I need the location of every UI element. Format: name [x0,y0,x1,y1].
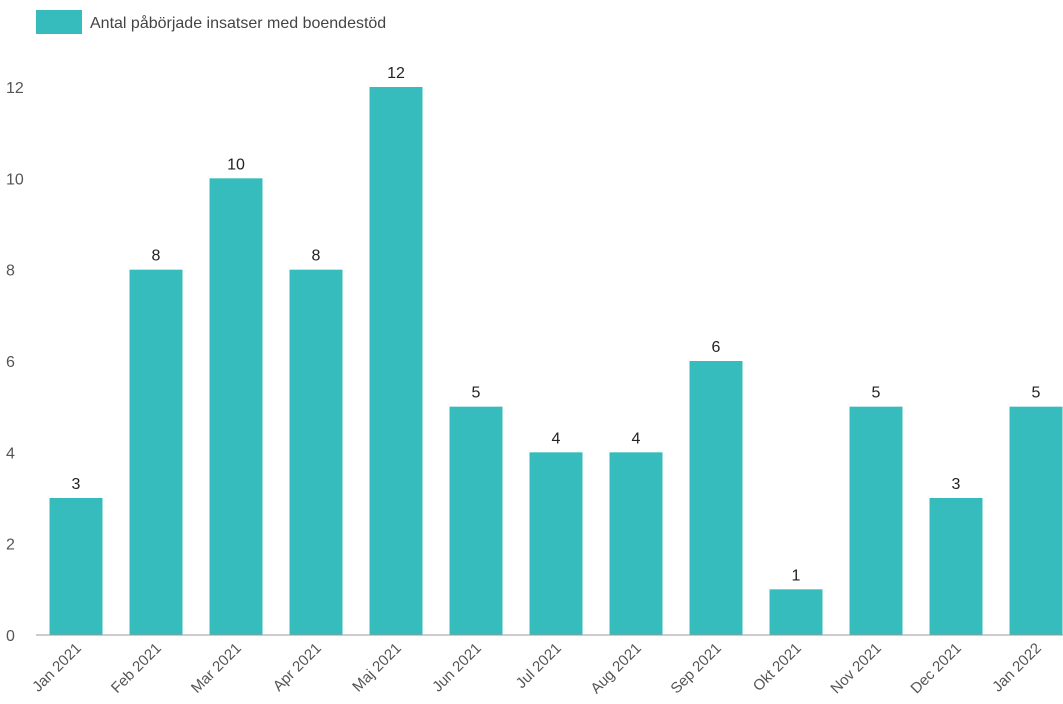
data-label: 8 [312,248,321,265]
data-label: 5 [1032,385,1041,402]
data-label: 5 [872,385,881,402]
x-tick-label: Jun 2021 [429,640,485,696]
data-label: 1 [792,567,801,584]
bar [529,452,583,635]
x-tick-label: Feb 2021 [108,640,165,697]
x-axis: Jan 2021 Feb 2021 Mar 2021 Apr 2021 Maj 2021… [29,640,1045,697]
bar [849,406,903,635]
x-tick-label: Jan 2022 [989,640,1045,696]
x-tick-label: Aug 2021 [587,640,644,697]
y-tick-label: 12 [6,80,24,97]
data-label: 6 [712,339,721,356]
bars [49,87,1063,636]
data-label: 10 [227,156,245,173]
x-tick-label: Nov 2021 [827,640,884,697]
bar [1009,406,1063,635]
bar [929,498,983,635]
y-tick-label: 4 [6,445,15,462]
y-axis: 0 2 4 6 8 10 12 [6,80,24,645]
data-label: 12 [387,65,405,82]
bar [689,361,743,635]
data-label: 8 [152,248,161,265]
x-tick-label: Jan 2021 [29,640,85,696]
legend-label: Antal påbörjade insatser med boendestöd [90,14,386,32]
bar [449,406,503,635]
y-tick-label: 6 [6,354,15,371]
bar [129,269,183,635]
x-tick-label: Okt 2021 [750,640,805,695]
legend: Antal påbörjade insatser med boendestöd [36,10,386,34]
data-labels: 3 8 10 8 12 5 4 4 6 1 5 3 5 [72,65,1041,584]
data-label: 4 [632,430,641,447]
y-tick-label: 8 [6,263,15,280]
bar [609,452,663,635]
bar [369,87,423,635]
data-label: 4 [552,430,561,447]
x-tick-label: Mar 2021 [188,640,245,697]
x-tick-label: Jul 2021 [513,640,565,692]
y-tick-label: 0 [6,628,15,645]
x-tick-label: Dec 2021 [907,640,964,697]
x-tick-label: Maj 2021 [349,640,405,696]
data-label: 3 [952,476,961,493]
data-label: 5 [472,385,481,402]
legend-swatch [36,10,82,34]
data-label: 3 [72,476,81,493]
x-tick-label: Sep 2021 [667,640,724,697]
x-tick-label: Apr 2021 [270,640,325,695]
bar [769,589,823,635]
bar [209,178,263,636]
bar [289,269,343,635]
y-tick-label: 2 [6,537,15,554]
y-tick-label: 10 [6,171,24,188]
bar [49,498,103,635]
